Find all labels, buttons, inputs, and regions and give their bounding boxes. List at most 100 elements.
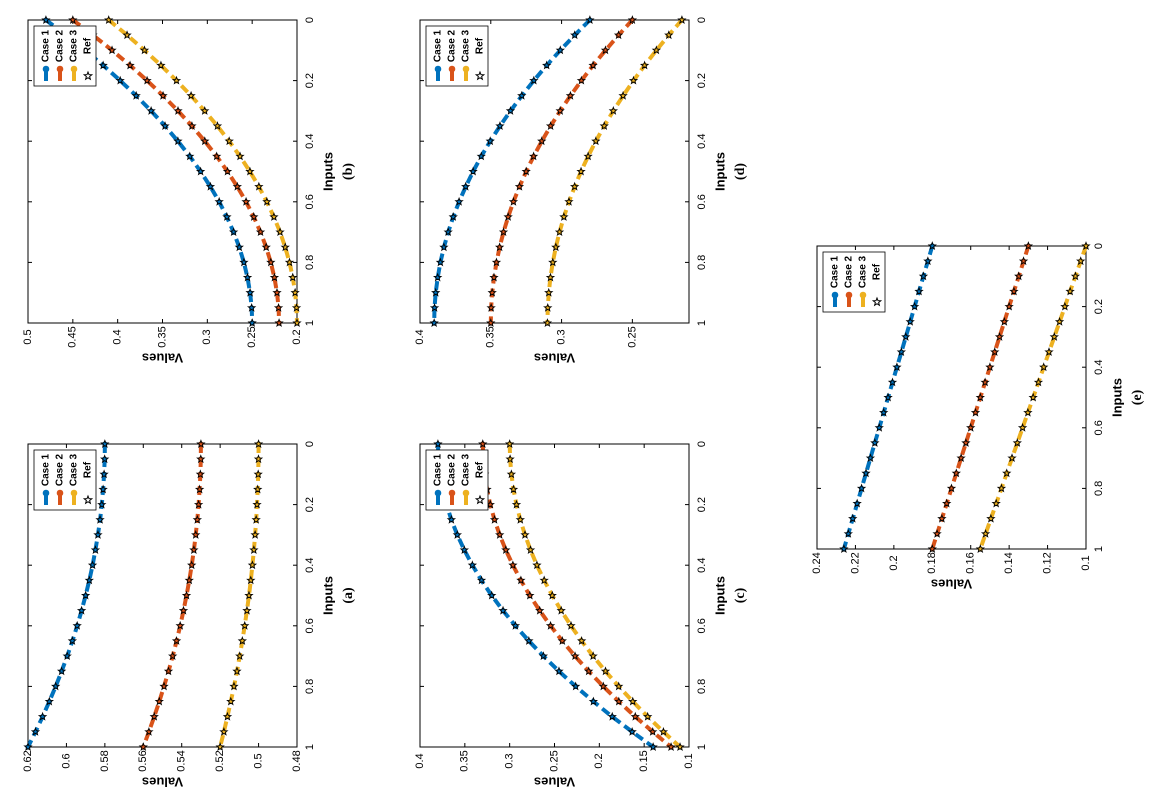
- legend-marker: [448, 489, 456, 497]
- y-tick-label: 0.25: [548, 750, 560, 771]
- ref-star-marker: [154, 696, 164, 706]
- ref-star-marker: [491, 257, 502, 267]
- ref-star-marker: [555, 105, 565, 115]
- series-case-2: [138, 439, 206, 751]
- legend-label: Ref: [475, 37, 486, 54]
- ref-star-marker: [516, 575, 526, 585]
- y-tick-label: 0.3: [504, 753, 516, 768]
- legend-marker: [42, 489, 50, 497]
- x-tick-label: 0.2: [304, 73, 316, 88]
- x-tick-label: 0: [696, 17, 708, 23]
- legend-label: Case 2: [55, 29, 66, 62]
- x-tick-label: 1: [304, 744, 316, 750]
- ref-star-marker: [514, 181, 525, 191]
- ref-star-marker: [542, 60, 552, 70]
- ref-star-marker: [212, 121, 223, 131]
- y-axis-label: Values: [931, 577, 972, 592]
- ref-star-marker: [1054, 316, 1065, 326]
- ref-star-marker: [192, 514, 202, 524]
- ref-star-marker: [99, 469, 109, 479]
- ref-star-marker: [614, 696, 624, 706]
- y-tick-label: 0.52: [214, 750, 226, 771]
- ref-star-marker: [658, 726, 669, 736]
- ref-star-marker: [545, 620, 556, 630]
- legend: Case 1 Case 2 Case 3 Ref: [425, 449, 489, 511]
- ref-star-marker: [229, 681, 239, 691]
- ref-star-marker: [628, 696, 638, 706]
- ref-star-marker: [163, 666, 174, 676]
- y-tick-label: 0.2: [593, 753, 605, 768]
- series-line: [107, 18, 299, 324]
- ref-star-marker: [1028, 392, 1038, 402]
- subplot-e: 0 0.2 0.4 0.6 0.8 10.1 0.12 0.14 0.16 0.18 0.2 0.22…: [811, 241, 1145, 592]
- y-tick-label: 0.58: [99, 750, 111, 771]
- ref-star-marker: [429, 318, 439, 327]
- ref-star-marker: [222, 212, 232, 221]
- ref-star-marker: [452, 529, 462, 539]
- ref-star-marker: [1014, 271, 1024, 281]
- ref-star-marker: [196, 439, 206, 448]
- ref-star-marker: [630, 711, 640, 721]
- ref-star-marker: [548, 257, 558, 267]
- x-tick-label: 0.4: [1093, 360, 1105, 375]
- ref-star-marker: [275, 227, 285, 237]
- legend-label: Case 1: [41, 29, 52, 62]
- ref-star-marker: [628, 75, 639, 85]
- ref-star-marker: [980, 377, 990, 387]
- ref-star-marker: [1070, 271, 1081, 281]
- ref-star-marker: [1023, 241, 1034, 250]
- legend-marker: [859, 291, 867, 299]
- legend: Case 1 Case 2 Case 3 Ref: [33, 449, 97, 511]
- series-case-2: [478, 439, 676, 751]
- legend-label: Case 1: [433, 453, 444, 486]
- ref-star-marker: [990, 347, 1000, 357]
- legend: Case 1 Case 2 Case 3 Ref: [822, 251, 886, 313]
- ref-star-marker: [253, 454, 264, 464]
- y-tick-label: 0.5: [252, 753, 264, 768]
- ref-star-marker: [559, 212, 569, 221]
- ref-star-marker: [905, 316, 915, 326]
- ref-star-marker: [487, 590, 497, 600]
- x-tick-label: 0.4: [304, 558, 316, 573]
- ref-star-marker: [250, 529, 260, 539]
- subplot-b: 00.20.40.60.810.20.250.30.350.40.450.5In…: [22, 15, 356, 366]
- y-tick-label: 0.22: [849, 552, 861, 573]
- ref-star-marker: [508, 484, 519, 494]
- plot-frame: [419, 19, 690, 324]
- ref-star-marker: [555, 45, 565, 55]
- ref-star-marker: [125, 60, 135, 70]
- ref-star-marker: [487, 287, 497, 297]
- ref-star-marker: [97, 499, 107, 509]
- series-line: [26, 443, 107, 748]
- legend-marker: [56, 489, 64, 497]
- ref-star-marker: [524, 636, 534, 645]
- y-axis-label: Values: [534, 351, 575, 366]
- plot-frame: [816, 245, 1087, 550]
- ref-star-marker: [489, 514, 500, 524]
- ref-star-marker: [247, 560, 258, 570]
- ref-star-marker: [887, 377, 898, 387]
- ref-star-marker: [576, 75, 587, 85]
- ref-star-marker: [618, 90, 628, 100]
- ref-star-marker: [212, 151, 222, 161]
- ref-star-marker: [194, 484, 205, 494]
- legend-marker: [56, 65, 64, 73]
- ref-star-marker: [848, 513, 858, 523]
- ref-star-marker: [489, 272, 499, 282]
- legend-star-icon: [474, 70, 486, 81]
- legend-marker: [434, 489, 442, 497]
- ref-star-marker: [93, 529, 103, 539]
- ref-star-marker: [909, 301, 920, 311]
- ref-star-marker: [215, 742, 225, 751]
- y-tick-label: 0.25: [246, 326, 258, 347]
- ref-star-marker: [158, 90, 168, 100]
- subplot-d: 0 0.2 0.4 0.6 0.8 1 0.25 0.3 0.35 0.4 Inputs (d) Val…: [414, 15, 748, 366]
- ref-star-marker: [261, 242, 271, 252]
- ref-star-marker: [139, 45, 150, 55]
- ref-star-marker: [446, 514, 457, 524]
- ref-star-marker: [627, 726, 637, 736]
- ref-star-marker: [598, 681, 608, 691]
- legend-label: Case 2: [447, 453, 458, 486]
- ref-star-marker: [874, 422, 884, 432]
- ref-star-marker: [505, 105, 516, 115]
